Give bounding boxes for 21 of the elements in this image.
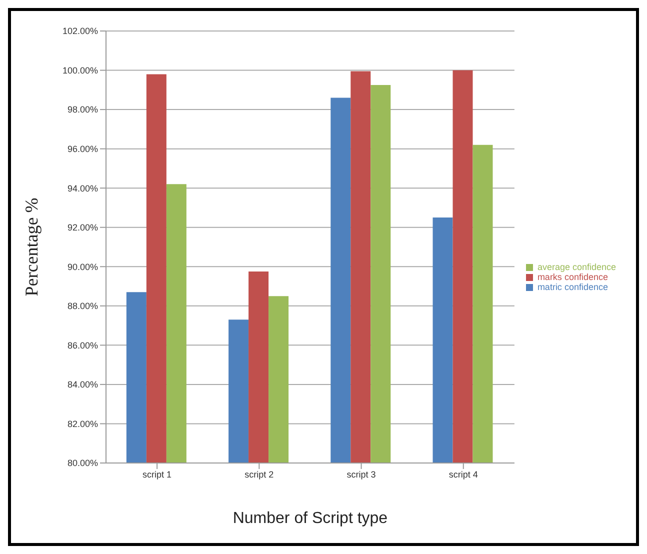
y-tick-label: 102.00% bbox=[62, 26, 98, 36]
y-tick-label: 88.00% bbox=[67, 301, 98, 312]
x-tick-label: script 4 bbox=[448, 469, 478, 480]
y-tick-label: 84.00% bbox=[67, 380, 98, 390]
legend-label: average confidence bbox=[537, 262, 616, 272]
y-tick-label: 98.00% bbox=[67, 104, 98, 115]
x-tick-label: script 1 bbox=[142, 469, 172, 480]
y-tick-label: 80.00% bbox=[67, 458, 98, 468]
x-tick-label: script 3 bbox=[346, 469, 376, 480]
x-axis-title: Number of Script type bbox=[232, 510, 388, 527]
legend-label: marks confidence bbox=[537, 272, 608, 282]
y-tick-label: 92.00% bbox=[67, 222, 98, 233]
y-axis-title: Percentage % bbox=[21, 198, 42, 296]
x-tick-label: script 2 bbox=[244, 469, 274, 480]
y-tick-label: 90.00% bbox=[67, 262, 98, 272]
y-tick-label: 96.00% bbox=[67, 144, 98, 154]
legend-label: matric confidence bbox=[537, 282, 608, 292]
y-tick-label: 86.00% bbox=[67, 340, 98, 350]
y-tick-label: 82.00% bbox=[67, 418, 98, 429]
y-tick-label: 100.00% bbox=[62, 65, 98, 76]
y-tick-label: 94.00% bbox=[67, 183, 98, 194]
